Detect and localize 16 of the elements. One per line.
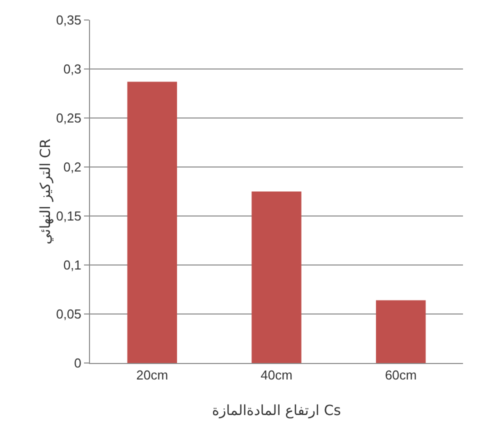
bar bbox=[127, 82, 178, 363]
y-tick-label: 0,05 bbox=[56, 306, 82, 322]
y-tick-label: 0 bbox=[74, 356, 82, 371]
y-tick-label: 0,15 bbox=[56, 208, 82, 224]
x-tick-label: 20cm bbox=[136, 368, 168, 383]
x-axis-title: ارتفاع المادةالمازة Cs bbox=[212, 403, 341, 419]
y-tick-label: 0,35 bbox=[56, 12, 82, 28]
x-tick-label: 60cm bbox=[384, 368, 417, 383]
y-axis-title: التركيز النهائي CR bbox=[38, 138, 54, 244]
x-tick-label: 40cm bbox=[260, 368, 292, 383]
y-tick-label: 0,2 bbox=[63, 160, 82, 175]
y-tick-label: 0,25 bbox=[56, 110, 82, 126]
y-tick-label: 0,3 bbox=[63, 62, 82, 77]
y-tick-label: 0,1 bbox=[63, 258, 82, 273]
bar bbox=[376, 300, 426, 363]
bar bbox=[252, 192, 302, 363]
